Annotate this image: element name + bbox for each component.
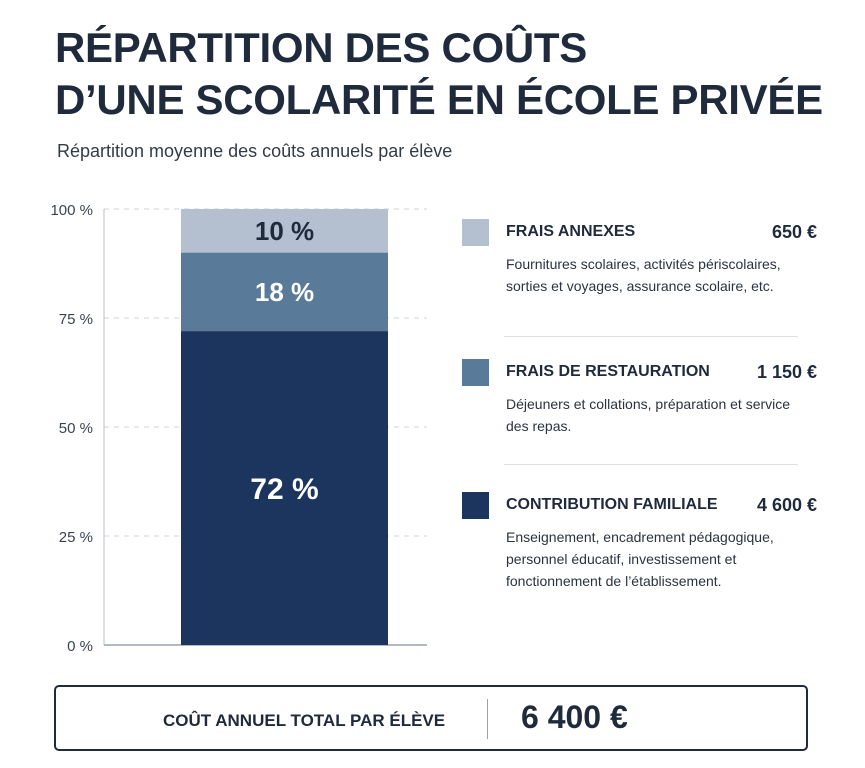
legend-description-frais-restauration: Déjeuners et collations, préparation et … <box>506 396 791 434</box>
total-cost-label: COÛT ANNUEL TOTAL PAR ÉLÈVE <box>163 711 446 730</box>
y-tick-label: 25 % <box>59 529 93 546</box>
legend-description-contribution-familiale: Enseignement, encadrement pédagogique, p… <box>506 529 774 589</box>
page-title: RÉPARTITION DES COÛTS D’UNE SCOLARITÉ EN… <box>55 22 823 126</box>
data-label-contribution-familiale: 72 % <box>250 473 318 506</box>
y-tick-label: 100 % <box>50 202 93 219</box>
legend-swatch-frais-restauration <box>462 359 489 386</box>
legend-description-frais-annexes: Fournitures scolaires, activités périsco… <box>506 256 781 294</box>
y-tick-label: 0 % <box>67 638 93 655</box>
bar-segment-frais-annexes <box>181 209 388 253</box>
legend-name-frais-restauration: FRAIS DE RESTAURATION <box>506 363 710 380</box>
y-tick-label: 75 % <box>59 311 93 328</box>
stacked-bar-chart: 0 % 25 % 50 % 75 % 100 % 72 % 18 % 10 % <box>50 202 427 655</box>
bar-segment-frais-de-restauration <box>181 252 388 332</box>
legend-swatch-frais-annexes <box>462 219 489 246</box>
y-tick-label: 50 % <box>59 420 93 437</box>
legend-name-contribution-familiale: CONTRIBUTION FAMILIALE <box>506 496 718 513</box>
legend-amount-contribution-familiale: 4 600 € <box>756 495 817 515</box>
legend-divider <box>504 336 798 337</box>
legend-swatch-contribution-familiale <box>462 492 489 519</box>
chart-subtitle: Répartition moyenne des coûts annuels pa… <box>57 141 453 161</box>
total-cost-value: 6 400 € <box>521 699 628 735</box>
legend-name-frais-annexes: FRAIS ANNEXES <box>506 223 636 240</box>
total-separator <box>487 699 488 739</box>
legend-amount-frais-restauration: 1 150 € <box>756 362 817 382</box>
total-cost-box: COÛT ANNUEL TOTAL PAR ÉLÈVE 6 400 € <box>54 685 808 751</box>
title-line-2: D’UNE SCOLARITÉ EN ÉCOLE PRIVÉE <box>55 76 823 123</box>
data-label-frais-de-restauration: 18 % <box>255 277 314 307</box>
legend-amount-frais-annexes: 650 € <box>771 222 817 242</box>
title-line-1: RÉPARTITION DES COÛTS <box>55 24 587 71</box>
data-label-frais-annexes: 10 % <box>255 216 314 246</box>
bar-segment-contribution-familiale <box>181 331 388 645</box>
legend-divider <box>504 464 798 465</box>
